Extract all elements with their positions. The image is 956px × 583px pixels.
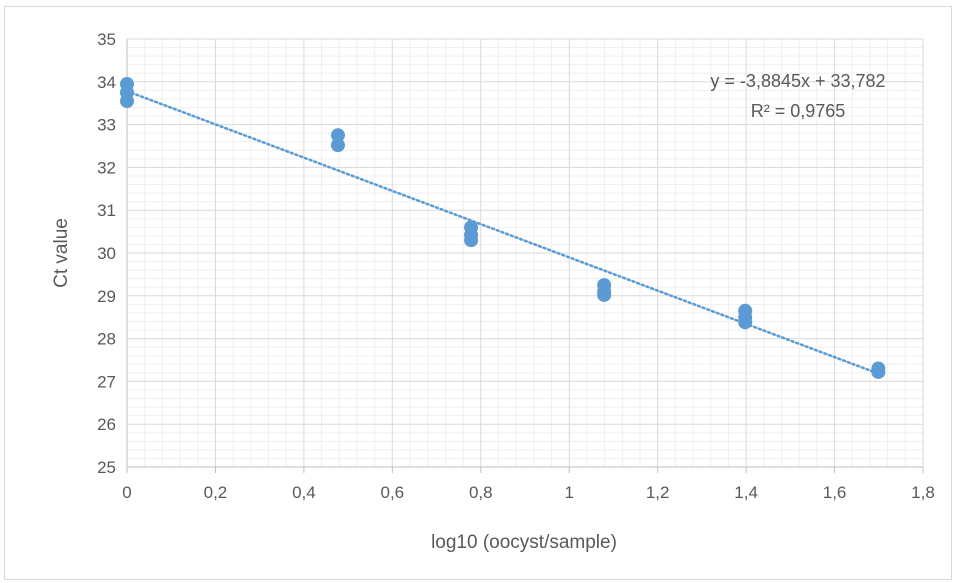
x-tick-label: 0,4 <box>292 483 316 502</box>
y-tick-label: 26 <box>97 415 116 434</box>
data-point <box>871 364 886 379</box>
trendline <box>125 89 880 375</box>
x-tick-labels: 0 0,2 0,4 0,6 0,8 1 1,2 1,4 1,6 1,8 <box>122 483 935 502</box>
data-point <box>738 315 753 330</box>
x-tick-label: 0,8 <box>469 483 493 502</box>
x-tick-label: 1,2 <box>646 483 670 502</box>
r-squared-label: R² = 0,9765 <box>751 101 846 121</box>
data-point <box>330 138 345 153</box>
data-point <box>464 233 479 248</box>
y-tick-labels: 25 26 27 28 29 30 31 32 33 34 35 <box>97 30 116 477</box>
y-axis-title: Ct value <box>51 218 72 288</box>
x-tick-label: 1,4 <box>734 483 758 502</box>
data-point <box>120 94 134 109</box>
x-tick-label: 0 <box>122 483 131 502</box>
x-tick-label: 0,2 <box>204 483 228 502</box>
y-tick-label: 30 <box>97 244 116 263</box>
y-tick-label: 27 <box>97 372 116 391</box>
y-tick-label: 32 <box>97 158 116 177</box>
data-point <box>330 128 345 143</box>
y-tick-label: 35 <box>97 30 116 49</box>
x-tick-label: 1,8 <box>911 483 935 502</box>
x-tick-label: 1 <box>564 483 573 502</box>
trendline-equation: y = -3,8845x + 33,782 <box>710 71 885 91</box>
y-tick-label: 25 <box>97 458 116 477</box>
x-tick-label: 0,6 <box>381 483 405 502</box>
y-tick-label: 31 <box>97 201 116 220</box>
y-tick-label: 34 <box>97 73 116 92</box>
major-gridlines <box>126 38 924 468</box>
y-tick-label: 29 <box>97 287 116 306</box>
data-point <box>597 287 612 302</box>
y-tick-label: 28 <box>97 330 116 349</box>
data-points <box>120 76 886 379</box>
y-tick-label: 33 <box>97 116 116 135</box>
x-axis-title: log10 (oocyst/sample) <box>431 532 617 553</box>
axes <box>126 39 924 473</box>
x-tick-label: 1,6 <box>823 483 847 502</box>
